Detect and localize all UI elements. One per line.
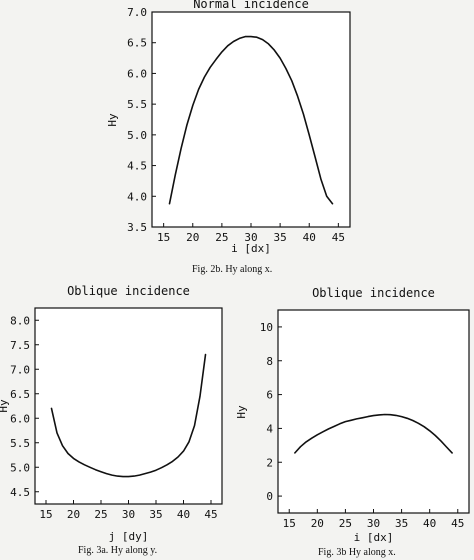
y-tick-label: 3.5	[127, 221, 147, 234]
y-tick-label: 4	[266, 422, 273, 435]
y-tick-label: 6.0	[127, 67, 147, 80]
x-tick-label: 15	[39, 508, 52, 521]
caption-fig-3a: Fig. 3a. Hy along y.	[78, 545, 158, 556]
y-tick-label: 5.5	[10, 437, 30, 450]
x-tick-label: 40	[177, 508, 190, 521]
x-axis-label: i [dx]	[231, 242, 271, 255]
y-axis-label: Hy	[106, 113, 119, 127]
y-tick-label: 0	[266, 490, 273, 503]
y-tick-label: 6	[266, 389, 273, 402]
y-axis-label: Hy	[0, 399, 10, 413]
x-tick-label: 35	[273, 231, 286, 244]
y-tick-label: 5.0	[127, 129, 147, 142]
x-tick-label: 30	[367, 517, 380, 530]
x-tick-label: 35	[395, 517, 408, 530]
x-tick-label: 15	[157, 231, 170, 244]
y-tick-label: 7.5	[10, 339, 30, 352]
plot-frame	[151, 11, 351, 228]
y-tick-label: 4.5	[127, 160, 147, 173]
y-tick-label: 4.5	[10, 486, 30, 499]
y-axis-label: Hy	[235, 405, 248, 419]
y-tick-label: 7.0	[10, 363, 30, 376]
x-tick-label: 15	[283, 517, 296, 530]
x-tick-label: 20	[311, 517, 324, 530]
plot-frame	[277, 309, 470, 514]
x-tick-label: 20	[186, 231, 199, 244]
x-tick-label: 45	[451, 517, 464, 530]
y-tick-label: 5.5	[127, 98, 147, 111]
series-line	[294, 413, 453, 454]
x-tick-label: 30	[122, 508, 135, 521]
x-tick-label: 20	[67, 508, 80, 521]
y-tick-label: 4.0	[127, 190, 147, 203]
x-tick-label: 40	[423, 517, 436, 530]
series-line	[168, 35, 334, 205]
chart-title: Normal incidence	[193, 0, 309, 11]
y-tick-label: 5.0	[10, 461, 30, 474]
y-tick-label: 8.0	[10, 314, 30, 327]
plot-frame	[34, 307, 223, 505]
chart-title: Oblique incidence	[312, 286, 435, 300]
x-tick-label: 30	[244, 231, 257, 244]
caption-fig-3b: Fig. 3b Hy along x.	[318, 547, 396, 558]
y-tick-label: 6.5	[127, 37, 147, 50]
y-tick-label: 8	[266, 355, 273, 368]
x-tick-label: 25	[215, 231, 228, 244]
y-tick-label: 7.0	[127, 6, 147, 19]
caption-fig-2b: Fig. 2b. Hy along x.	[192, 264, 273, 275]
x-tick-label: 25	[94, 508, 107, 521]
x-axis-label: j [dy]	[109, 530, 149, 543]
x-axis-label: i [dx]	[354, 531, 394, 544]
x-tick-label: 45	[204, 508, 217, 521]
series-line	[50, 353, 207, 478]
y-tick-label: 6.5	[10, 388, 30, 401]
chart-title: Oblique incidence	[67, 284, 190, 298]
y-tick-label: 2	[266, 456, 273, 469]
y-tick-label: 10	[260, 321, 273, 334]
x-tick-label: 35	[149, 508, 162, 521]
x-tick-label: 40	[303, 231, 316, 244]
y-tick-label: 6.0	[10, 412, 30, 425]
x-tick-label: 25	[339, 517, 352, 530]
x-tick-label: 45	[332, 231, 345, 244]
